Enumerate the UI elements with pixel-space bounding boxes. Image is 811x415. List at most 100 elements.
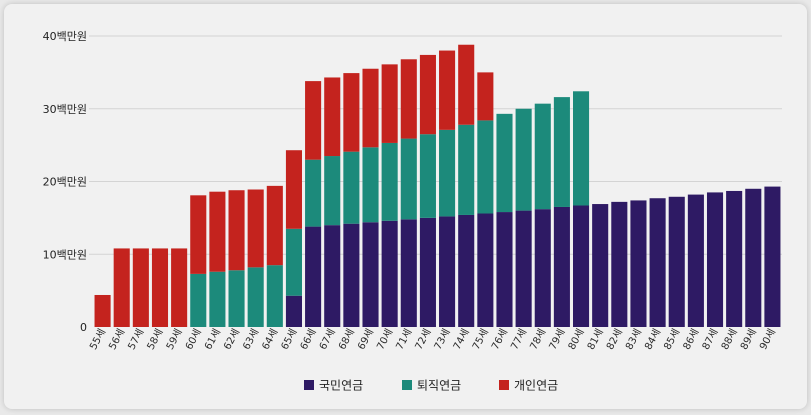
- bar-segment-retirement-pension: [228, 270, 245, 327]
- bar-segment-personal-pension: [400, 59, 417, 139]
- bar-segment-personal-pension: [305, 81, 322, 160]
- bar-segment-national-pension: [573, 205, 590, 327]
- bar-segment-personal-pension: [94, 294, 111, 327]
- bar-segment-national-pension: [649, 198, 666, 327]
- bar-segment-personal-pension: [113, 248, 130, 327]
- bar-segment-national-pension: [439, 216, 456, 327]
- bar-segment-retirement-pension: [400, 138, 417, 220]
- y-tick-label: 30백만원: [43, 103, 87, 116]
- x-tick-label: 55세: [87, 327, 108, 352]
- x-tick-label: 74세: [451, 327, 472, 352]
- bar-segment-retirement-pension: [324, 156, 341, 226]
- x-tick-label: 63세: [240, 327, 261, 352]
- bar-segment-personal-pension: [458, 44, 475, 125]
- x-tick-label: 73세: [432, 327, 453, 352]
- bar-segment-national-pension: [343, 223, 360, 327]
- x-axis-group: 55세 56세 57세 58세 59세 60세 61세 62세 63세 64세 65세 66세 67세 6…: [87, 327, 778, 352]
- x-tick-label: 59세: [164, 327, 185, 352]
- y-tick-label: 40백만원: [43, 30, 87, 43]
- x-tick-label: 67세: [317, 327, 338, 352]
- y-tick-label: 20백만원: [43, 176, 87, 189]
- bar-segment-retirement-pension: [247, 267, 264, 327]
- bar-segment-national-pension: [458, 214, 475, 327]
- bar-segment-personal-pension: [151, 248, 169, 327]
- x-tick-label: 69세: [355, 327, 376, 352]
- x-tick-label: 87세: [700, 327, 721, 352]
- bar-segment-personal-pension: [190, 195, 207, 274]
- bar-segment-retirement-pension: [190, 273, 207, 327]
- x-tick-label: 58세: [145, 327, 166, 352]
- legend-swatch: [402, 380, 412, 390]
- bar-segment-national-pension: [400, 219, 417, 327]
- bar-segment-national-pension: [687, 194, 704, 327]
- bar-segment-retirement-pension: [285, 228, 302, 296]
- bar-segment-personal-pension: [247, 189, 264, 268]
- bar-segment-retirement-pension: [496, 113, 513, 213]
- bar-segment-national-pension: [764, 186, 781, 327]
- legend-swatch: [304, 380, 314, 390]
- x-tick-label: 79세: [547, 327, 568, 352]
- x-tick-label: 56세: [106, 327, 127, 352]
- x-tick-label: 84세: [642, 327, 663, 352]
- bar-segment-national-pension: [745, 188, 762, 327]
- bar-segment-retirement-pension: [266, 265, 283, 327]
- bar-segment-national-pension: [477, 213, 494, 327]
- bars-group: [94, 44, 781, 328]
- bar-segment-personal-pension: [266, 185, 283, 266]
- x-tick-label: 85세: [661, 327, 682, 352]
- legend-label: 퇴직연금: [417, 379, 461, 393]
- bar-segment-national-pension: [726, 190, 743, 327]
- bar-segment-personal-pension: [343, 73, 360, 152]
- x-tick-label: 80세: [566, 327, 587, 352]
- bar-segment-national-pension: [324, 225, 341, 327]
- x-tick-label: 78세: [528, 327, 549, 352]
- y-tick-label: 0: [80, 321, 87, 334]
- bar-segment-personal-pension: [419, 54, 436, 135]
- bar-segment-retirement-pension: [573, 91, 590, 206]
- legend: 국민연금 퇴직연금 개인연금: [304, 379, 558, 393]
- bar-segment-national-pension: [668, 196, 685, 327]
- bar-segment-national-pension: [611, 201, 628, 327]
- bar-segment-national-pension: [419, 217, 436, 328]
- bar-segment-national-pension: [515, 210, 532, 327]
- bar-segment-national-pension: [706, 192, 724, 327]
- x-tick-label: 64세: [260, 327, 281, 352]
- bar-segment-retirement-pension: [419, 134, 436, 218]
- bar-segment-personal-pension: [477, 72, 494, 121]
- x-tick-label: 62세: [221, 327, 242, 352]
- bar-segment-national-pension: [285, 295, 302, 327]
- legend-label: 개인연금: [514, 379, 558, 393]
- x-tick-label: 71세: [394, 327, 415, 352]
- bar-segment-national-pension: [381, 220, 398, 327]
- bar-segment-personal-pension: [439, 50, 456, 130]
- x-tick-label: 76세: [489, 327, 510, 352]
- bar-segment-retirement-pension: [439, 129, 456, 217]
- x-tick-label: 68세: [336, 327, 357, 352]
- x-tick-label: 86세: [681, 327, 702, 352]
- x-tick-label: 83세: [623, 327, 644, 352]
- bar-segment-national-pension: [592, 204, 609, 327]
- bar-segment-national-pension: [630, 200, 647, 327]
- bar-segment-retirement-pension: [305, 159, 322, 227]
- x-tick-label: 70세: [374, 327, 395, 352]
- bar-segment-retirement-pension: [515, 108, 532, 211]
- bar-segment-personal-pension: [381, 64, 398, 143]
- x-tick-label: 88세: [719, 327, 740, 352]
- bar-segment-retirement-pension: [477, 120, 494, 214]
- x-tick-label: 61세: [202, 327, 223, 352]
- bar-segment-national-pension: [496, 212, 513, 327]
- bar-segment-national-pension: [534, 209, 551, 327]
- bar-segment-personal-pension: [209, 191, 226, 272]
- x-tick-label: 82세: [604, 327, 625, 352]
- bar-segment-retirement-pension: [343, 151, 360, 224]
- bar-segment-national-pension: [553, 206, 570, 327]
- bar-segment-retirement-pension: [381, 142, 398, 221]
- bar-segment-personal-pension: [285, 150, 302, 229]
- x-tick-label: 72세: [413, 327, 434, 352]
- x-tick-label: 75세: [470, 327, 491, 352]
- bar-segment-retirement-pension: [209, 271, 226, 327]
- bar-segment-retirement-pension: [534, 103, 551, 210]
- legend-swatch: [499, 380, 509, 390]
- legend-label: 국민연금: [319, 379, 363, 393]
